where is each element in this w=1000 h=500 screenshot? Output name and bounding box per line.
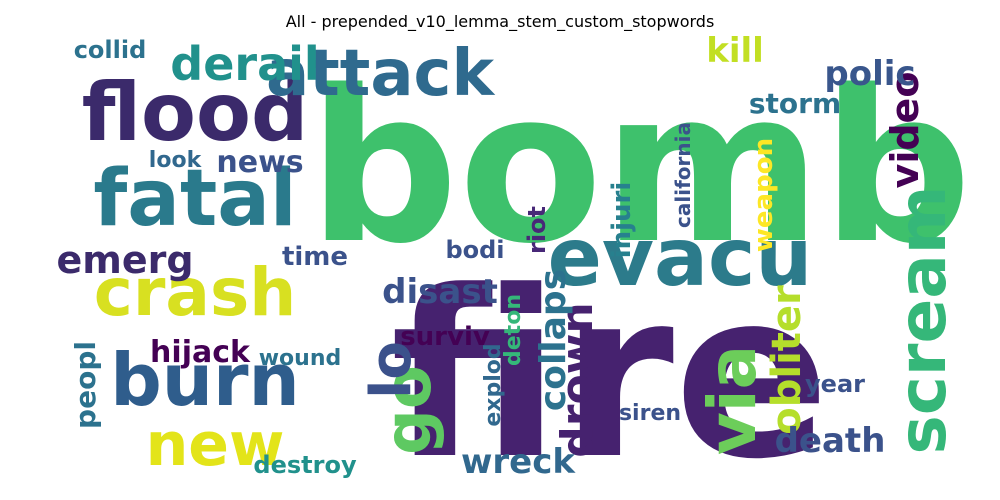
cloud-word: new	[146, 410, 285, 480]
cloud-word: obliter	[764, 285, 810, 435]
cloud-word: year	[805, 370, 865, 398]
cloud-word: bomb	[308, 45, 972, 290]
cloud-word: explod	[481, 343, 506, 426]
cloud-word: injuri	[607, 182, 637, 259]
cloud-word: weapon	[749, 138, 779, 252]
cloud-word: emerg	[56, 238, 193, 282]
cloud-word: siren	[619, 401, 681, 426]
cloud-word: drown	[552, 302, 603, 457]
cloud-word: flood	[82, 66, 308, 159]
cloud-word: hijack	[150, 335, 251, 370]
cloud-word: california	[671, 122, 695, 228]
cloud-word: fatal	[93, 154, 296, 244]
cloud-word: look	[149, 148, 203, 173]
cloud-word: kill	[706, 31, 764, 71]
cloud-word: lo	[359, 341, 424, 399]
cloud-word: wreck	[461, 442, 576, 482]
chart-title: All - prepended_v10_lemma_stem_custom_st…	[285, 12, 715, 31]
cloud-word: evacu	[548, 211, 813, 304]
cloud-word: collid	[74, 36, 147, 64]
cloud-word: time	[282, 242, 348, 272]
cloud-word: polic	[824, 54, 915, 94]
cloud-word: via	[694, 345, 771, 455]
cloud-word: bodi	[445, 236, 504, 264]
cloud-word: death	[775, 421, 886, 461]
cloud-word: crash	[94, 254, 296, 331]
cloud-word: attack	[266, 37, 496, 111]
cloud-word: collaps	[533, 269, 574, 411]
cloud-word: burn	[110, 338, 300, 422]
cloud-word: scream	[884, 185, 961, 454]
cloud-word: peopl	[69, 341, 102, 429]
cloud-word: video	[883, 72, 927, 189]
cloud-word: surviv	[400, 322, 490, 352]
cloud-word: destroy	[253, 451, 357, 479]
cloud-word: fire	[390, 243, 830, 500]
cloud-word: derail	[170, 37, 319, 91]
cloud-word: riot	[523, 206, 551, 254]
cloud-word: go	[372, 365, 446, 455]
cloud-word: storm	[749, 87, 841, 120]
cloud-word: deton	[501, 294, 526, 366]
cloud-word: news	[216, 145, 303, 180]
cloud-word: wound	[259, 346, 342, 371]
cloud-word: disast	[382, 272, 498, 312]
